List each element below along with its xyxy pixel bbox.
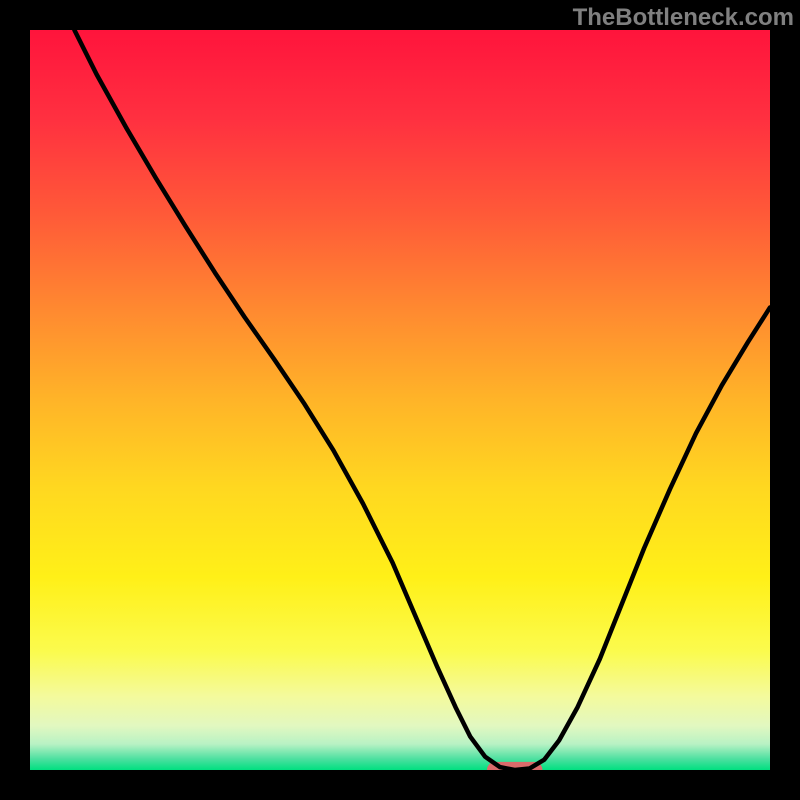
watermark-text: TheBottleneck.com [573,4,794,32]
plot-area [30,30,770,770]
gradient-background [30,30,770,770]
chart-frame: { "meta": { "watermark_text": "TheBottle… [0,0,800,800]
plot-svg [30,30,770,770]
